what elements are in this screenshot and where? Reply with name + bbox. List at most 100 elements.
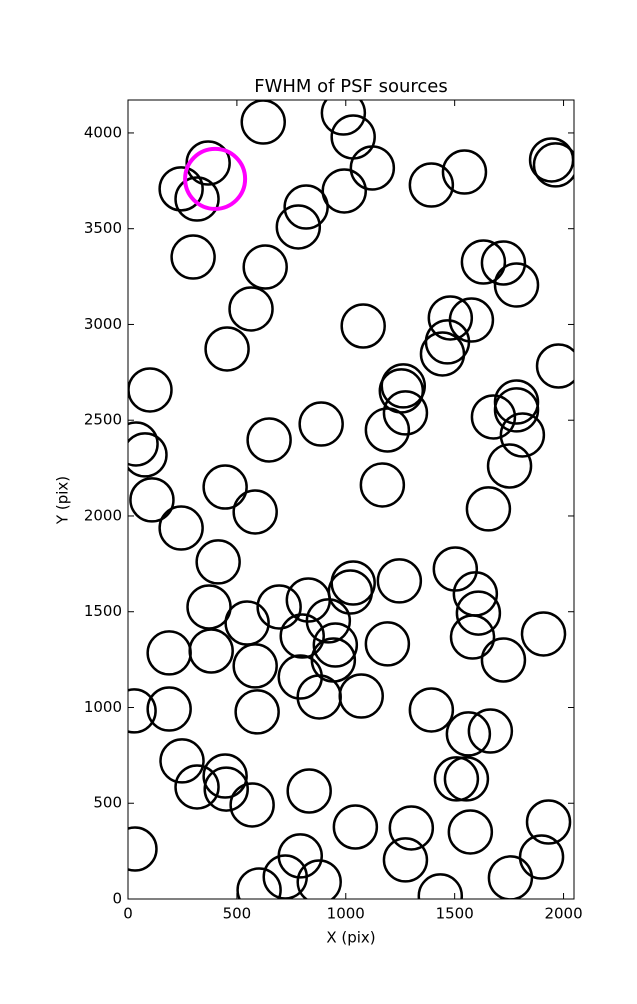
source [520,611,567,657]
source [128,421,159,467]
source [234,689,280,735]
source [174,176,220,222]
y-tick-label: 2500 [84,411,122,429]
source [364,407,411,453]
source [470,394,517,440]
source [532,142,574,188]
source [455,590,502,636]
source [204,326,250,372]
source [236,867,282,899]
source [232,489,278,535]
source [146,630,192,676]
source [376,558,423,604]
source [275,204,322,250]
source [465,486,512,532]
source [146,686,192,732]
y-tick-label: 500 [93,794,122,812]
source [417,873,464,899]
source [493,262,540,308]
source [174,764,220,810]
source [443,756,490,802]
source [332,804,379,850]
source [433,756,480,802]
y-tick-label: 2000 [84,506,122,524]
source [262,854,308,899]
source [499,412,546,458]
source [159,738,205,784]
source [256,584,302,630]
x-axis-label: X (pix) [326,929,375,947]
x-tick-label: 1000 [327,905,365,923]
x-tick-label: 2000 [544,905,582,923]
source [312,622,359,668]
source [224,600,270,646]
source [493,379,540,425]
source [518,834,565,880]
source [447,809,494,855]
y-tick-label: 3500 [84,219,122,237]
source [388,805,435,851]
source [170,234,216,280]
y-tick-label: 3000 [84,315,122,333]
axes-frame [127,99,575,900]
source [128,688,157,734]
source [158,166,204,212]
source [449,614,496,660]
source [460,239,507,285]
source [246,417,292,463]
source [535,343,574,389]
source [232,643,278,689]
source [359,462,406,508]
source [203,766,249,812]
source [382,390,429,436]
source [445,711,492,757]
source [195,539,241,585]
source [408,162,455,208]
source [185,140,231,186]
source [286,768,332,814]
source [202,753,248,799]
source [158,505,204,551]
source [382,837,429,883]
source [480,240,527,286]
source [349,145,396,191]
source [202,464,248,510]
source [493,387,540,433]
y-tick-label: 1500 [84,602,122,620]
source [283,184,329,230]
source [364,621,411,667]
x-tick-label: 0 [123,905,133,923]
x-tick-label: 1500 [436,905,474,923]
source [240,100,286,145]
source [441,149,488,195]
source [305,598,352,644]
source [229,782,275,828]
source [320,100,367,136]
source [380,363,427,409]
source [480,637,527,683]
source [338,673,384,719]
y-axis-label: Y (pix) [54,476,72,525]
source [408,687,455,733]
source [128,432,168,478]
source [242,244,288,290]
source [296,859,342,899]
source [228,286,274,332]
source [277,654,324,700]
source [321,168,367,214]
y-tick-label: 4000 [84,123,122,141]
source [467,708,514,754]
plot-area [128,100,574,899]
y-tick-label: 1000 [84,698,122,716]
source [298,401,344,447]
source [128,826,158,872]
source [487,855,534,899]
source [486,443,533,489]
source [525,799,572,845]
source [528,137,574,183]
highlighted-source [183,146,248,211]
source [419,331,466,377]
source [129,477,175,523]
source [279,613,325,659]
